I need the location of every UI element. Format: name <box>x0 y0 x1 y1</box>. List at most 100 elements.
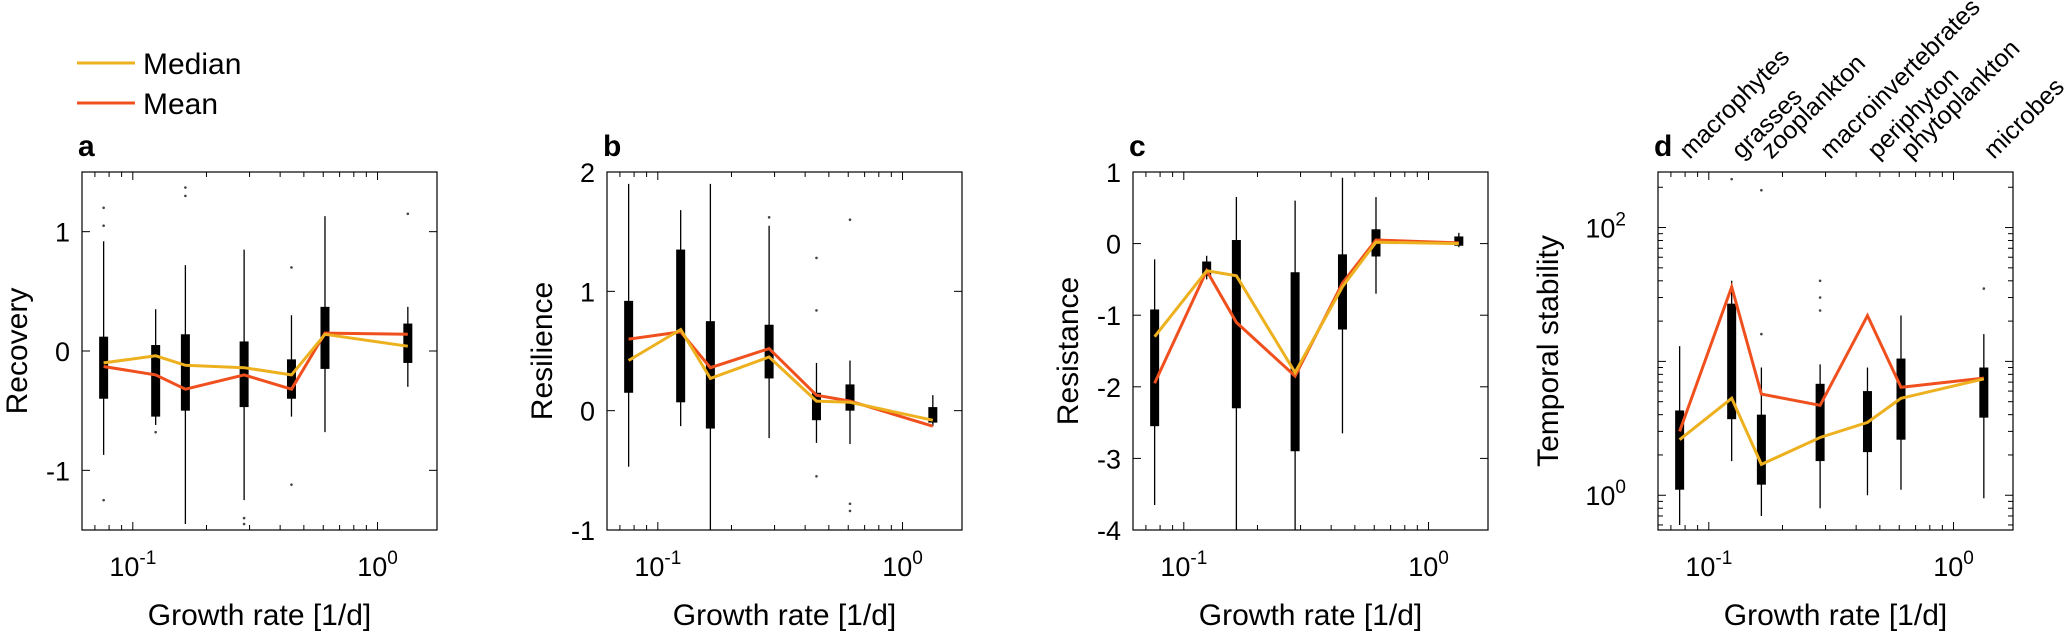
outlier-point <box>815 309 818 312</box>
box-iqr <box>1979 367 1989 418</box>
panel-letter: b <box>603 130 621 163</box>
panel-d: 10-1 100 100 102 Growth rate [1/d] Temporal s… <box>1532 0 2070 632</box>
x-tick-label: 10-1 <box>1160 548 1207 582</box>
outlier-point <box>184 194 187 198</box>
box-iqr <box>1756 414 1766 485</box>
box-iqr <box>928 407 938 423</box>
outlier-point <box>154 430 157 434</box>
y-tick-label: -1 <box>1097 301 1121 331</box>
outlier-point <box>102 206 105 210</box>
legend-mean-label: Mean <box>143 88 218 121</box>
outlier-point <box>767 216 771 219</box>
y-tick-label: 1 <box>1106 158 1121 188</box>
panel-letter: d <box>1654 130 1672 163</box>
box-iqr <box>1727 303 1737 420</box>
panel-letter: a <box>78 130 95 163</box>
mean-line <box>103 331 408 391</box>
outlier-point <box>290 483 293 486</box>
plot-frame <box>81 171 438 531</box>
panel-a: 10-1 100 -1 0 1 Growth rate [1/d] Recovery a <box>1 130 438 632</box>
box-iqr <box>1675 410 1685 490</box>
y-tick-label: 1 <box>55 218 70 248</box>
x-tick-label: 10-1 <box>634 548 681 582</box>
legend-median-label: Median <box>143 48 241 81</box>
box-iqr <box>624 300 634 393</box>
panel-c: 10-1 100 -4 -3 -2 -1 0 1 Growth rate [1/d] Resist… <box>1052 130 1489 632</box>
x-tick-label: 10-1 <box>109 548 156 582</box>
box-iqr <box>1454 236 1464 246</box>
y-tick-label: 2 <box>580 158 595 188</box>
y-tick-label: -1 <box>46 456 70 486</box>
outlier-point <box>102 224 105 227</box>
outlier-point <box>848 509 852 513</box>
x-tick-label: 100 <box>1933 548 1974 582</box>
y-tick-label: 0 <box>580 397 595 427</box>
outlier-point <box>242 522 246 526</box>
median-line <box>1678 377 1985 467</box>
outlier-point <box>815 475 818 478</box>
box-iqr <box>705 321 715 429</box>
outlier-point <box>406 212 410 216</box>
median-line <box>1153 240 1459 376</box>
outlier-point <box>1818 296 1822 299</box>
x-axis-label: Growth rate [1/d] <box>148 599 371 632</box>
outlier-point <box>1982 287 1986 290</box>
y-axis-label: Temporal stability <box>1532 235 1565 467</box>
x-axis-label: Growth rate [1/d] <box>1199 599 1422 632</box>
box-iqr <box>1150 309 1160 427</box>
outlier-point <box>815 256 818 260</box>
x-axis-label: Growth rate [1/d] <box>673 599 896 632</box>
y-tick-label: -4 <box>1097 516 1121 546</box>
box-iqr <box>1337 254 1347 330</box>
outlier-point <box>102 498 105 502</box>
y-axis-label: Recovery <box>1 288 34 415</box>
box-iqr <box>1290 272 1300 452</box>
outlier-point <box>848 218 852 222</box>
x-tick-label: 100 <box>357 548 398 582</box>
plot-frame <box>1657 171 2014 531</box>
mean-line <box>1153 238 1459 384</box>
box-iqr <box>151 345 161 417</box>
plot-frame <box>606 171 963 531</box>
plot-frame <box>1132 171 1489 531</box>
mean-line <box>1678 281 1984 432</box>
box-iqr <box>403 323 413 363</box>
outlier-point <box>184 186 187 189</box>
outlier-point <box>1760 332 1763 336</box>
y-axis-label: Resilience <box>526 282 559 420</box>
outlier-point <box>1818 309 1822 312</box>
median-line <box>627 327 934 422</box>
box-iqr <box>676 249 686 403</box>
outlier-point <box>848 502 852 506</box>
box-iqr <box>845 384 855 411</box>
box-iqr <box>286 359 296 399</box>
panel-letter: c <box>1129 130 1146 163</box>
y-tick-label: 1 <box>580 277 595 307</box>
y-tick-label: 102 <box>1585 210 1626 244</box>
legend: Median Mean <box>77 48 241 121</box>
panel-b: 10-1 100 -1 0 1 2 Growth rate [1/d] Resilience b <box>526 130 963 632</box>
y-tick-label: 0 <box>1106 230 1121 260</box>
mean-line <box>628 330 934 428</box>
outlier-point <box>242 516 246 520</box>
y-tick-label: 0 <box>55 337 70 367</box>
box-iqr <box>320 306 330 369</box>
x-tick-label: 100 <box>1408 548 1449 582</box>
y-tick-label: 100 <box>1585 477 1626 511</box>
box-iqr <box>811 392 821 421</box>
y-tick-label: -1 <box>571 516 595 546</box>
outlier-point <box>1760 188 1763 192</box>
box-iqr <box>180 334 190 411</box>
outlier-point <box>1818 279 1822 283</box>
y-tick-label: -3 <box>1097 444 1121 474</box>
outlier-point <box>290 266 293 269</box>
x-tick-label: 100 <box>882 548 923 582</box>
y-axis-label: Resistance <box>1052 277 1085 425</box>
outlier-point <box>1730 177 1733 181</box>
y-tick-label: -2 <box>1097 373 1121 403</box>
box-iqr <box>764 324 774 379</box>
x-axis-label: Growth rate [1/d] <box>1724 599 1947 632</box>
box-iqr <box>1815 383 1825 462</box>
